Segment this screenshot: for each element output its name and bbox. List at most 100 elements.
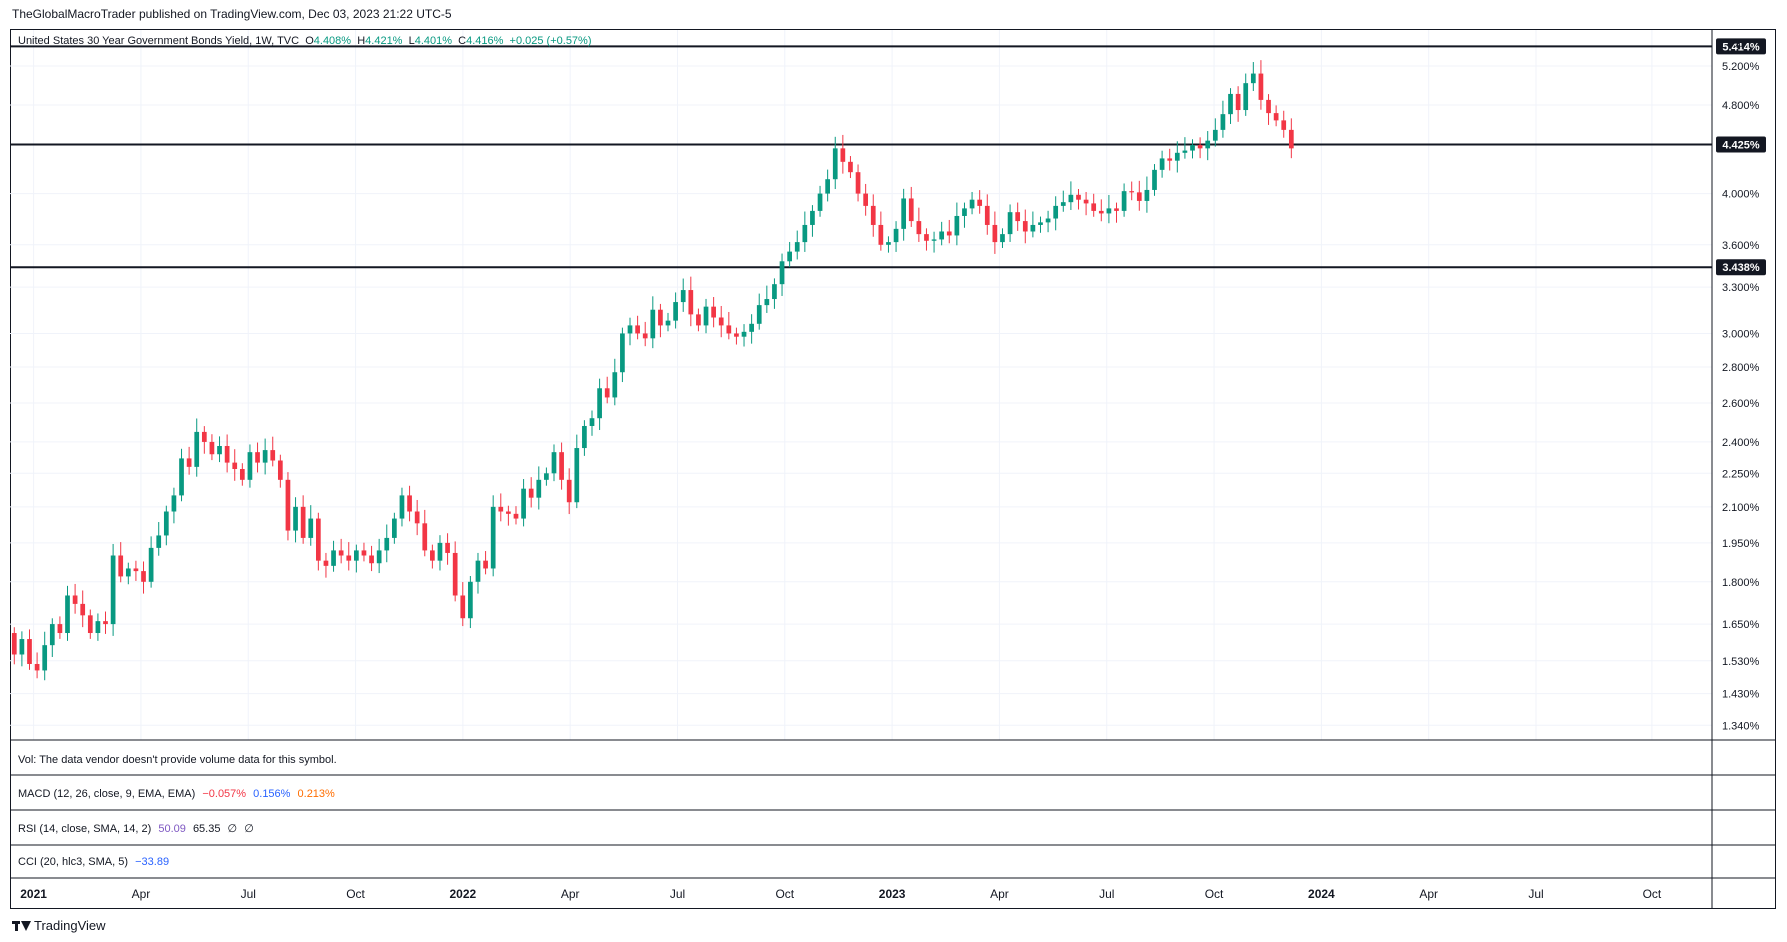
candle-body bbox=[1228, 93, 1233, 115]
candle-body bbox=[179, 458, 184, 496]
x-tick-label: 2023 bbox=[879, 887, 906, 901]
y-tick-label: 1.340% bbox=[1722, 720, 1760, 732]
candle-body bbox=[1281, 120, 1287, 130]
candle-body bbox=[878, 224, 884, 245]
candle-body bbox=[931, 239, 937, 241]
candle-body bbox=[293, 506, 298, 531]
candle-body bbox=[969, 199, 975, 209]
candle-body bbox=[734, 333, 739, 337]
candle-body bbox=[49, 624, 55, 646]
legend-symbol: United States 30 Year Government Bonds Y… bbox=[18, 35, 300, 47]
candle-body bbox=[870, 205, 876, 225]
y-tick-label: 4.000% bbox=[1722, 189, 1760, 201]
tradingview-logo[interactable]: TradingView bbox=[12, 918, 106, 933]
axes: 1.340% 1.430% 1.530% 1.650% 1.800% 1.950% 2.10… bbox=[10, 30, 1776, 909]
y-tick-label: 1.650% bbox=[1722, 619, 1760, 631]
candle-body bbox=[749, 323, 754, 332]
tradingview-icon bbox=[12, 920, 31, 931]
x-tick-label: Oct bbox=[1205, 887, 1224, 901]
candle-body bbox=[642, 333, 648, 339]
candle-body bbox=[1129, 191, 1135, 193]
candle-body bbox=[300, 506, 306, 538]
candle-body bbox=[369, 555, 374, 564]
level-price-label: 5.414% bbox=[1722, 41, 1760, 53]
price-unit-toggle[interactable]: % bbox=[1733, 38, 1743, 50]
legend-o-label: O bbox=[305, 35, 314, 47]
candle-body bbox=[521, 488, 526, 519]
candle-body bbox=[764, 299, 770, 306]
candle-body bbox=[490, 506, 496, 569]
candle-body bbox=[1022, 221, 1028, 232]
candle-body bbox=[840, 148, 846, 162]
candle-body bbox=[627, 325, 633, 334]
publisher-line: TheGlobalMacroTrader published on Tradin… bbox=[12, 7, 452, 21]
candle-body bbox=[597, 388, 602, 419]
y-tick-label: 1.430% bbox=[1722, 689, 1760, 701]
candle-body bbox=[506, 511, 511, 514]
candle-body bbox=[19, 639, 25, 655]
candle-body bbox=[658, 309, 663, 326]
candle-body bbox=[1159, 158, 1165, 170]
candle-body bbox=[315, 518, 321, 561]
candle-body bbox=[27, 639, 32, 664]
macd-signal-value: 0.213% bbox=[297, 788, 335, 800]
candle-body bbox=[528, 488, 534, 498]
candle-body bbox=[407, 495, 412, 512]
y-tick-label: 3.000% bbox=[1722, 328, 1760, 340]
candle-body bbox=[376, 550, 382, 564]
candle-body bbox=[612, 372, 618, 398]
grid-layer bbox=[10, 30, 1712, 740]
candle-body bbox=[1220, 114, 1226, 130]
candle-body bbox=[1152, 169, 1157, 190]
candle-body bbox=[802, 224, 808, 243]
horizontal-levels: 5.414% 4.425% 3.438% bbox=[10, 38, 1766, 276]
level-price-badge bbox=[1716, 38, 1766, 55]
candle-body bbox=[1235, 93, 1241, 111]
x-tick-label: Apr bbox=[990, 887, 1009, 901]
candle-body bbox=[118, 555, 124, 577]
candle-body bbox=[680, 290, 686, 303]
candle-body bbox=[57, 624, 63, 634]
candle-body bbox=[832, 148, 838, 180]
x-tick-label: Jul bbox=[241, 887, 256, 901]
candle-body bbox=[194, 431, 200, 467]
candle-body bbox=[589, 418, 595, 426]
candle-body bbox=[718, 317, 724, 326]
candle-body bbox=[399, 495, 405, 519]
candle-body bbox=[255, 452, 260, 463]
macd-line-value: 0.156% bbox=[253, 788, 291, 800]
x-tick-label: Jul bbox=[670, 887, 685, 901]
candle-body bbox=[141, 571, 146, 582]
candle-body bbox=[247, 452, 253, 480]
y-tick-label: 5.200% bbox=[1722, 61, 1760, 73]
y-tick-label: 2.250% bbox=[1722, 468, 1760, 480]
candle-body bbox=[125, 568, 131, 577]
candle-body bbox=[209, 441, 215, 455]
candle-body bbox=[1007, 212, 1013, 235]
candle-body bbox=[1076, 194, 1081, 200]
candle-body bbox=[604, 388, 610, 398]
candle-body bbox=[1197, 145, 1203, 149]
candle-body bbox=[582, 425, 587, 449]
candle-body bbox=[1266, 99, 1271, 114]
candle-body bbox=[148, 547, 154, 582]
candle-body bbox=[908, 198, 914, 222]
y-tick-label: 2.400% bbox=[1722, 437, 1760, 449]
candle-body bbox=[11, 633, 17, 655]
candle-body bbox=[1106, 208, 1112, 214]
candle-body bbox=[475, 560, 481, 582]
candle-body bbox=[855, 172, 861, 194]
candle-body bbox=[392, 518, 397, 538]
candle-body bbox=[665, 320, 671, 326]
candle-body bbox=[1068, 194, 1074, 203]
macd-histogram-value: −0.057% bbox=[202, 788, 247, 800]
candle-body bbox=[422, 523, 428, 551]
candle-body bbox=[95, 621, 101, 634]
rsi-upper-band: ∅ bbox=[227, 823, 238, 835]
candle-body bbox=[285, 479, 291, 531]
candle-body bbox=[513, 513, 519, 519]
candle-body bbox=[574, 448, 580, 503]
candle-body bbox=[239, 469, 245, 480]
tradingview-wordmark: TradingView bbox=[34, 918, 106, 933]
